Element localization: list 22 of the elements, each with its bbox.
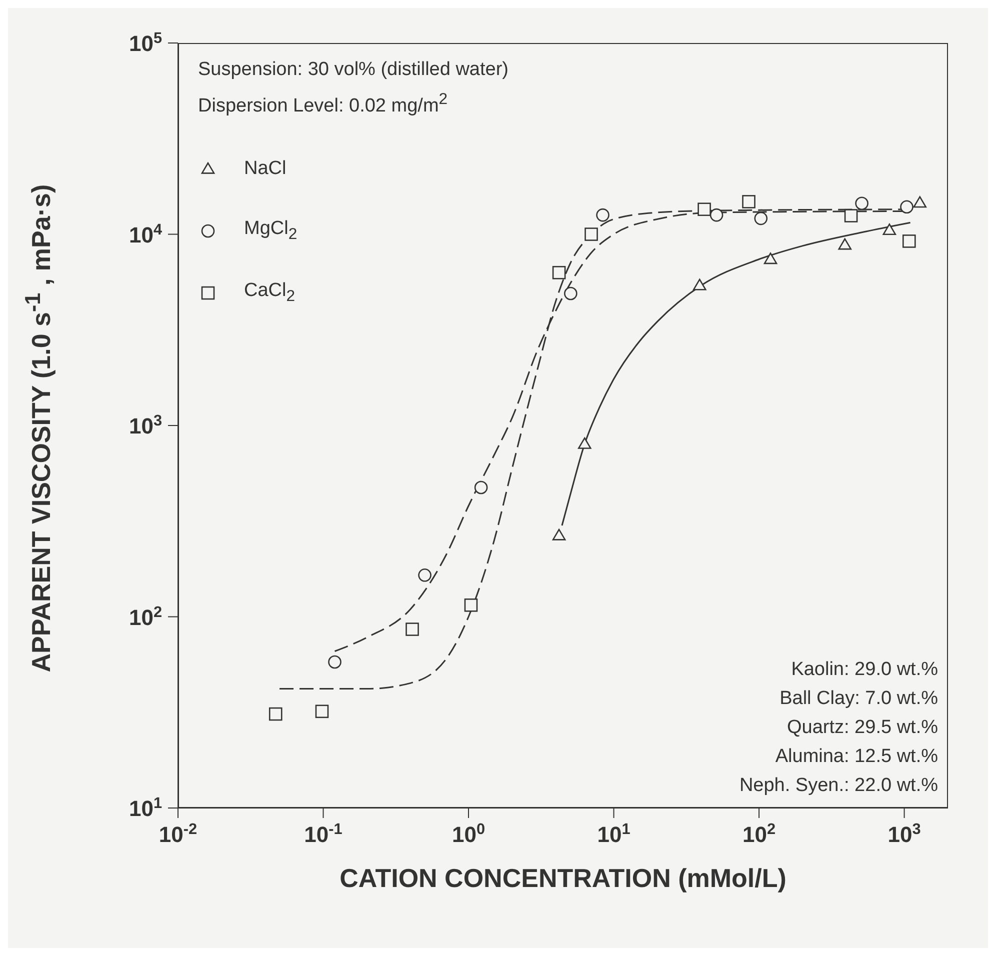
y-tick-label: 10$^{3}$ [128,412,162,438]
annotation: Dispersion Level: 0.02 mg/m$^{2}$ [198,90,449,118]
y-tick-label: 10$^{2}$ [128,603,162,630]
x-tick-label: 10$^{1}$ [597,820,631,847]
x-tick-label: 10$^{3}$ [888,820,921,847]
annotation: Quartz: 29.5 wt.% [786,716,938,740]
annotation: Suspension: 30 vol% (distilled water) [198,58,508,82]
x-tick-label: 10$^{2}$ [742,820,776,847]
annotation: Kaolin: 29.0 wt.% [790,658,938,682]
legend-label: CaCl$_{2}$ [244,280,296,306]
x-tick-label: 10$^{0}$ [452,820,486,847]
annotation: Neph. Syen.: 22.0 wt.% [739,774,938,798]
legend-label: MgCl$_{2}$ [244,218,298,244]
annotation: Ball Clay: 7.0 wt.% [778,687,938,711]
y-tick-label: 10$^{4}$ [128,220,162,248]
y-tick-label: 10$^{5}$ [128,30,162,56]
x-axis-title: CATION CONCENTRATION (mMol/L) [338,863,788,894]
legend-label: NaCl [244,158,286,180]
y-tick-label: 10$^{1}$ [128,794,162,821]
x-tick-label: 10$^{-2}$ [158,820,198,847]
annotation: Alumina: 12.5 wt.% [774,745,938,769]
x-tick-label: 10$^{-1}$ [304,820,343,847]
